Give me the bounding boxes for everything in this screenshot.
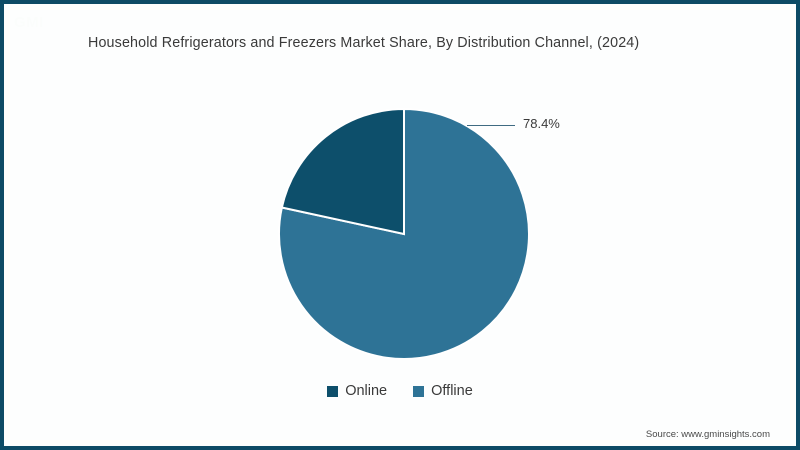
legend-swatch-offline-icon xyxy=(413,385,425,397)
source-attribution: Source: www.gminsights.com xyxy=(645,429,770,440)
pie-slice-online[interactable] xyxy=(280,107,405,236)
pie-chart xyxy=(278,107,530,360)
chart-title: Household Refrigerators and Freezers Mar… xyxy=(88,35,640,51)
legend-label-online: Online xyxy=(345,383,388,399)
pie-slice-offline[interactable] xyxy=(278,107,530,360)
pie-chart-svg xyxy=(278,107,530,360)
callout-leader-line xyxy=(467,125,515,126)
pie-slice-offline-value-label: 78.4% xyxy=(523,116,560,131)
legend-label-offline: Offline xyxy=(431,383,473,399)
legend-swatch-online-icon xyxy=(327,385,339,397)
legend-item-offline[interactable]: Offline xyxy=(413,383,473,399)
chart-legend: Online Offline xyxy=(4,383,796,399)
gminsights-watermark: GMI xyxy=(14,14,44,31)
legend-item-online[interactable]: Online xyxy=(327,383,387,399)
